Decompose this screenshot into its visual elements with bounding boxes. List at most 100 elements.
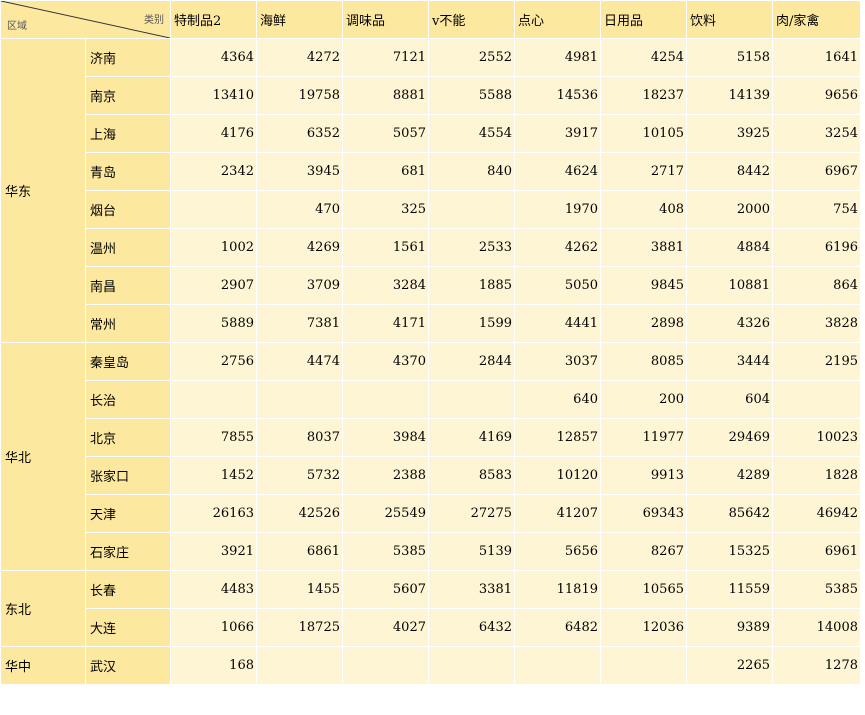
city-cell: 长春 — [85, 570, 171, 609]
value-cell: 3381 — [428, 570, 515, 609]
value-cell: 8037 — [256, 418, 343, 457]
value-cell: 3709 — [256, 266, 343, 305]
value-cell: 1970 — [514, 190, 601, 229]
value-cell: 6861 — [256, 532, 343, 571]
table-row: 北京 7855 8037 3984 4169 12857 11977 29469 10023 — [1, 418, 861, 457]
value-cell: 2907 — [170, 266, 257, 305]
value-cell: 3254 — [772, 114, 861, 153]
value-cell: 2844 — [428, 342, 515, 381]
table-row: 烟台 470 325 1970 408 2000 754 — [1, 190, 861, 229]
value-cell: 4289 — [686, 456, 773, 495]
value-cell: 840 — [428, 152, 515, 191]
value-cell: 10881 — [686, 266, 773, 305]
value-cell: 6196 — [772, 228, 861, 267]
table-row: 温州 1002 4269 1561 2533 4262 3881 4884 6196 — [1, 228, 861, 267]
city-cell: 张家口 — [85, 456, 171, 495]
city-cell: 武汉 — [85, 646, 171, 685]
value-cell — [170, 190, 257, 229]
value-cell: 4364 — [170, 38, 257, 77]
value-cell: 29469 — [686, 418, 773, 457]
value-cell: 2533 — [428, 228, 515, 267]
value-cell: 2342 — [170, 152, 257, 191]
table-row: 大连 1066 18725 4027 6432 6482 12036 9389 14008 — [1, 608, 861, 647]
value-cell: 4370 — [342, 342, 429, 381]
crosstab-table: 类别 区域 特制品2 海鲜 调味品 v不能 点心 日用品 饮料 肉/家禽 华东济… — [0, 0, 861, 685]
value-cell: 1066 — [170, 608, 257, 647]
column-header: 饮料 — [686, 0, 773, 39]
value-cell: 25549 — [342, 494, 429, 533]
value-cell — [256, 380, 343, 419]
city-cell: 南昌 — [85, 266, 171, 305]
value-cell: 5158 — [686, 38, 773, 77]
value-cell: 6352 — [256, 114, 343, 153]
value-cell — [170, 380, 257, 419]
value-cell: 10023 — [772, 418, 861, 457]
table-row: 上海 4176 6352 5057 4554 3917 10105 3925 3254 — [1, 114, 861, 153]
value-cell: 9845 — [600, 266, 687, 305]
city-cell: 秦皇岛 — [85, 342, 171, 381]
table-row: 南昌 2907 3709 3284 1885 5050 9845 10881 864 — [1, 266, 861, 305]
table-row: 天津 26163 42526 25549 27275 41207 69343 85642 469… — [1, 494, 861, 533]
value-cell: 6967 — [772, 152, 861, 191]
table-row: 华东 济南 4364 4272 7121 2552 4981 4254 5158 1641 — [0, 38, 861, 343]
value-cell: 69343 — [600, 494, 687, 533]
value-cell: 408 — [600, 190, 687, 229]
city-cell: 天津 — [85, 494, 171, 533]
value-cell: 46942 — [772, 494, 861, 533]
value-cell: 2000 — [686, 190, 773, 229]
value-cell — [342, 646, 429, 685]
value-cell: 4176 — [170, 114, 257, 153]
value-cell: 325 — [342, 190, 429, 229]
value-cell: 10565 — [600, 570, 687, 609]
value-cell: 5656 — [514, 532, 601, 571]
city-cell: 长治 — [85, 380, 171, 419]
value-cell: 4272 — [256, 38, 343, 77]
value-cell: 11819 — [514, 570, 601, 609]
value-cell: 9389 — [686, 608, 773, 647]
value-cell: 4981 — [514, 38, 601, 77]
value-cell: 1452 — [170, 456, 257, 495]
value-cell: 2756 — [170, 342, 257, 381]
value-cell — [772, 380, 861, 419]
corner-diagonal — [1, 1, 170, 38]
value-cell: 7121 — [342, 38, 429, 77]
value-cell: 2552 — [428, 38, 515, 77]
table-row: 南京 13410 19758 8881 5588 14536 18237 14139 9656 — [1, 76, 861, 115]
value-cell — [256, 646, 343, 685]
value-cell: 200 — [600, 380, 687, 419]
value-cell: 2898 — [600, 304, 687, 343]
city-cell: 济南 — [85, 38, 171, 77]
value-cell: 12857 — [514, 418, 601, 457]
value-cell: 1641 — [772, 38, 861, 77]
value-cell — [342, 380, 429, 419]
value-cell: 14008 — [772, 608, 861, 647]
table-row: 青岛 2342 3945 681 840 4624 2717 8442 6967 — [1, 152, 861, 191]
value-cell: 1278 — [772, 646, 861, 685]
city-cell: 青岛 — [85, 152, 171, 191]
value-cell: 3284 — [342, 266, 429, 305]
value-cell: 4027 — [342, 608, 429, 647]
city-cell: 石家庄 — [85, 532, 171, 571]
city-cell: 上海 — [85, 114, 171, 153]
value-cell: 6961 — [772, 532, 861, 571]
value-cell: 640 — [514, 380, 601, 419]
value-cell: 3921 — [170, 532, 257, 571]
value-cell: 604 — [686, 380, 773, 419]
table-row: 张家口 1452 5732 2388 8583 10120 9913 4289 1828 — [1, 456, 861, 495]
value-cell: 8085 — [600, 342, 687, 381]
region-cell: 华东 — [0, 38, 86, 343]
region-cell: 华北 — [0, 342, 86, 571]
value-cell: 4884 — [686, 228, 773, 267]
table-row: 华中 武汉 168 2265 1278 — [0, 646, 861, 685]
city-cell: 北京 — [85, 418, 171, 457]
value-cell: 4254 — [600, 38, 687, 77]
value-cell: 3881 — [600, 228, 687, 267]
value-cell: 681 — [342, 152, 429, 191]
value-cell: 754 — [772, 190, 861, 229]
value-cell: 5732 — [256, 456, 343, 495]
value-cell: 5607 — [342, 570, 429, 609]
value-cell: 8881 — [342, 76, 429, 115]
value-cell: 14536 — [514, 76, 601, 115]
value-cell: 4269 — [256, 228, 343, 267]
value-cell: 4483 — [170, 570, 257, 609]
